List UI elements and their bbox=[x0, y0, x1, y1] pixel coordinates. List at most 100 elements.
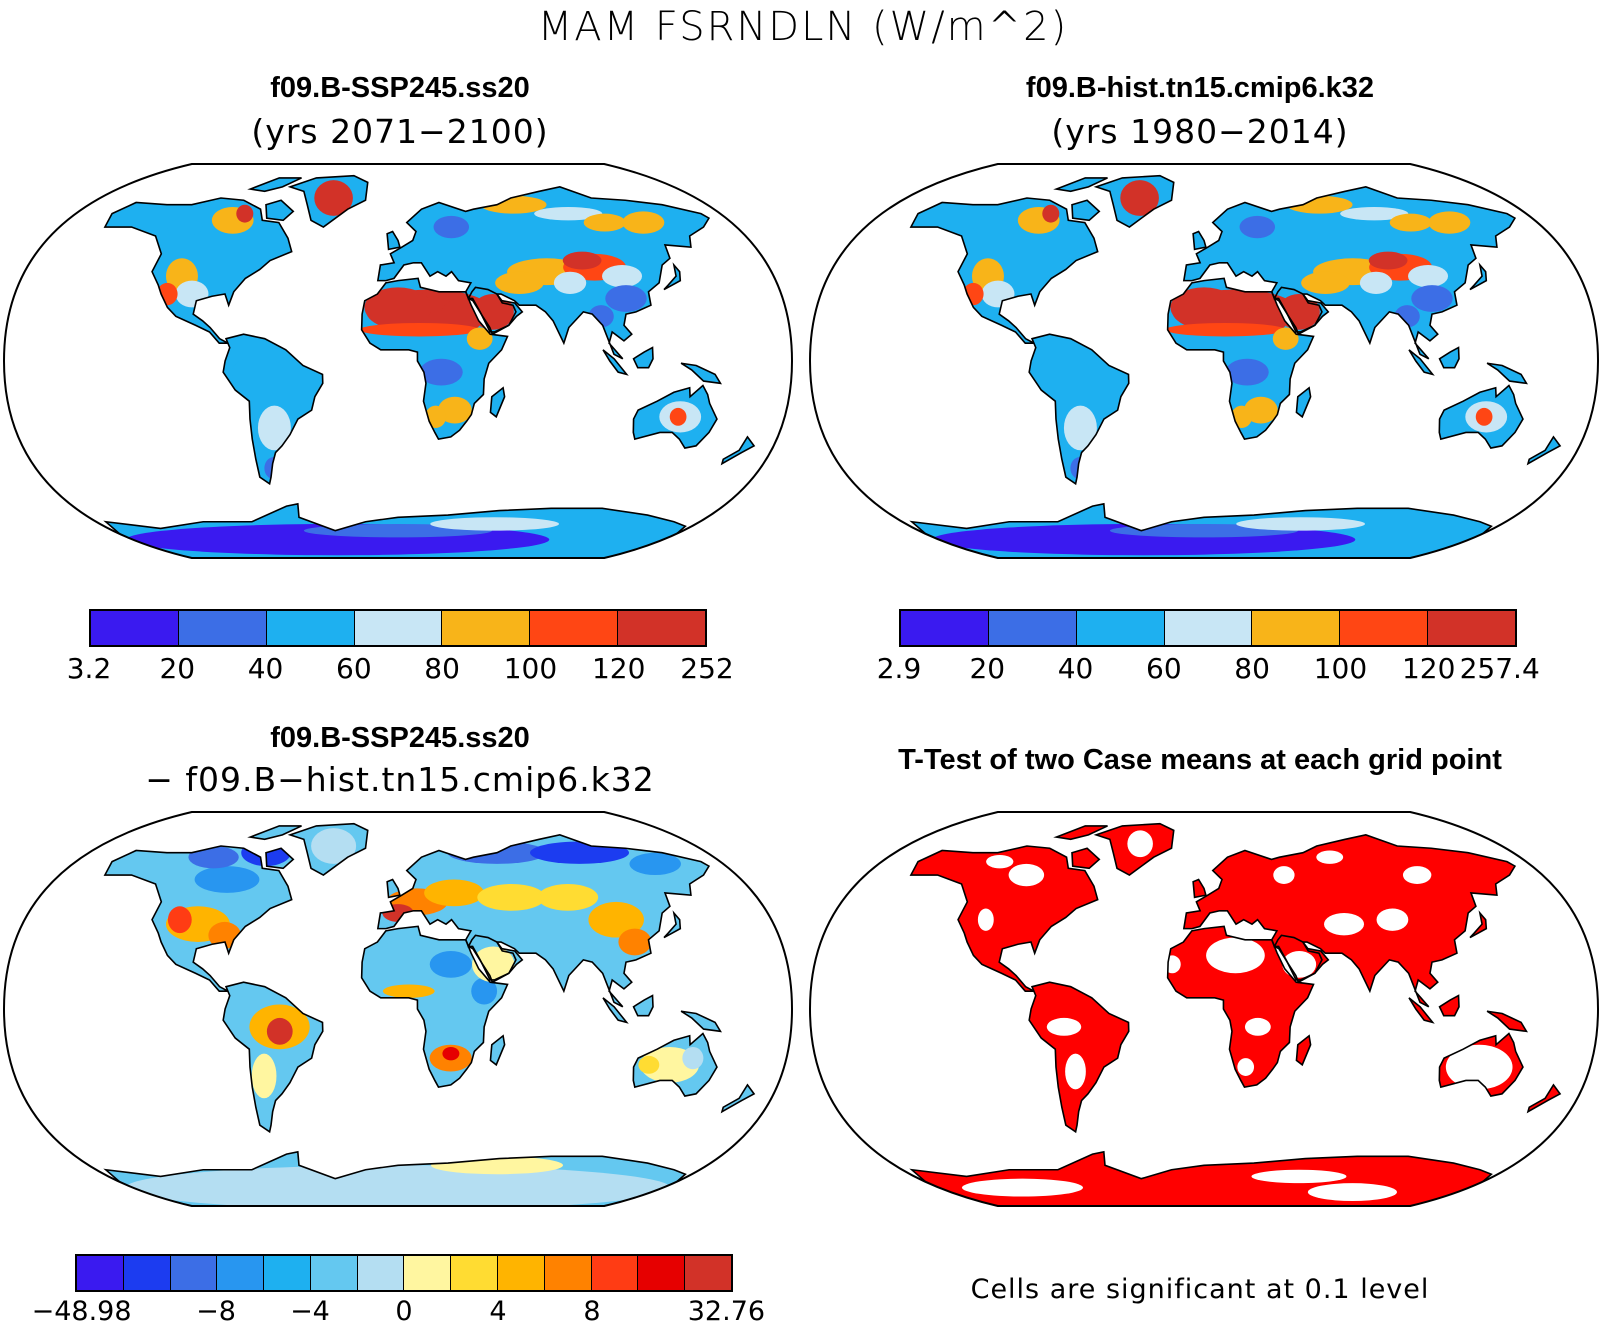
colorbar-cell bbox=[618, 611, 706, 645]
field-region bbox=[1402, 866, 1432, 884]
field-region bbox=[669, 407, 687, 426]
field-region bbox=[1324, 912, 1365, 936]
field-region bbox=[314, 180, 353, 216]
colorbar-label: 2.9 bbox=[876, 652, 922, 685]
field-region bbox=[1008, 863, 1045, 887]
field-region bbox=[1170, 287, 1238, 328]
field-region bbox=[256, 1098, 276, 1121]
field-region bbox=[231, 356, 284, 388]
coastline bbox=[1192, 230, 1207, 251]
colorbar-cell bbox=[1076, 611, 1165, 645]
field-region bbox=[1206, 937, 1265, 974]
map-frame bbox=[2, 811, 794, 1207]
colorbar-label: 80 bbox=[1234, 652, 1270, 685]
field-region bbox=[429, 950, 473, 978]
coastline bbox=[360, 277, 509, 441]
field-region bbox=[477, 883, 546, 911]
coastline bbox=[265, 199, 295, 222]
field-region bbox=[430, 1013, 474, 1041]
colorbar-cell bbox=[170, 1256, 218, 1290]
field-region bbox=[605, 285, 647, 312]
colorbar-panel-1 bbox=[89, 609, 707, 647]
colorbar-cell bbox=[404, 1256, 452, 1290]
coastlines bbox=[909, 822, 1562, 1206]
coastline bbox=[1166, 277, 1315, 441]
field-region bbox=[430, 517, 559, 531]
colorbar-label: 257.4 bbox=[1459, 652, 1540, 685]
colorbar-label: 20 bbox=[969, 652, 1006, 685]
coastline bbox=[909, 1150, 1493, 1206]
coastline bbox=[909, 845, 1099, 992]
colorbar-cell bbox=[1428, 611, 1516, 645]
colorbar-cell bbox=[91, 611, 179, 645]
panel-2-title: f09.B-hist.tn15.cmip6.k32 bbox=[1025, 72, 1375, 104]
field-region bbox=[438, 396, 472, 424]
field-region bbox=[364, 287, 432, 328]
field-region bbox=[638, 1055, 660, 1074]
coastline bbox=[1408, 349, 1435, 376]
panel-3-subtitle: − f09.B−hist.tn15.cmip6.k32 bbox=[145, 760, 655, 799]
coastline bbox=[222, 333, 324, 486]
colorbar-panel-3 bbox=[75, 1254, 733, 1292]
field-region bbox=[433, 215, 470, 239]
field-region bbox=[1225, 358, 1269, 386]
field-region bbox=[167, 218, 203, 236]
coastline bbox=[1438, 346, 1460, 369]
colorbar-label: 120 bbox=[1401, 652, 1456, 685]
field-region bbox=[167, 906, 192, 934]
field-region bbox=[531, 930, 574, 954]
field-region bbox=[266, 1017, 293, 1045]
figure-title: MAM FSRNDLN (W/m^2) bbox=[537, 4, 1069, 50]
colorbar-cell bbox=[685, 1256, 731, 1290]
coastlines bbox=[103, 822, 756, 1206]
colorbar-label: 4 bbox=[489, 1296, 507, 1327]
colorbar-cell bbox=[1252, 611, 1341, 645]
coastline bbox=[1295, 386, 1312, 419]
coastline bbox=[287, 822, 369, 876]
colorbar-label: 100 bbox=[503, 652, 558, 685]
colorbar-cell bbox=[1340, 611, 1429, 645]
coastline bbox=[1469, 262, 1488, 291]
field-region bbox=[1037, 356, 1090, 388]
panel-3-title: f09.B-SSP245.ss20 bbox=[270, 722, 530, 754]
colorbar-cell bbox=[638, 1256, 686, 1290]
field-region bbox=[251, 1053, 277, 1099]
coastline bbox=[222, 981, 324, 1134]
coastline bbox=[287, 174, 369, 228]
map-panel-1 bbox=[2, 163, 794, 559]
field-region bbox=[1376, 908, 1409, 931]
field-region bbox=[442, 1046, 460, 1061]
coastline bbox=[1486, 1010, 1528, 1033]
panel-2-subtitle: (yrs 1980−2014) bbox=[1051, 112, 1349, 151]
panel-1-title: f09.B-SSP245.ss20 bbox=[270, 72, 530, 104]
field-region bbox=[537, 883, 599, 911]
field-region bbox=[602, 264, 643, 288]
field-region bbox=[424, 879, 484, 907]
field-region bbox=[629, 852, 681, 876]
coastline bbox=[1071, 199, 1101, 222]
coastline bbox=[1469, 910, 1488, 939]
colorbar-cell bbox=[217, 1256, 265, 1290]
colorbar-cell bbox=[498, 1256, 545, 1290]
field-region bbox=[1445, 1044, 1513, 1090]
coastlines bbox=[909, 174, 1562, 558]
field-region bbox=[1273, 866, 1295, 884]
coastline bbox=[1028, 981, 1130, 1134]
field-region bbox=[359, 323, 480, 337]
field-region bbox=[1307, 1183, 1397, 1202]
coastline bbox=[1093, 174, 1175, 228]
field-region bbox=[1475, 407, 1493, 426]
colorbar-label: 60 bbox=[336, 652, 372, 685]
colorbar-cell bbox=[354, 611, 443, 645]
coastline bbox=[1408, 997, 1435, 1024]
colorbar-labels-panel-3: −48.98 −8 −4 0 4 8 32.76 bbox=[32, 1296, 765, 1327]
colorbar-label: −4 bbox=[290, 1296, 330, 1327]
field-region bbox=[986, 854, 1014, 869]
coastline bbox=[1438, 384, 1524, 449]
colorbar-cell bbox=[1164, 611, 1253, 645]
coastline bbox=[103, 1150, 687, 1206]
field-region bbox=[1042, 204, 1060, 223]
colorbar-cell bbox=[988, 611, 1077, 645]
coastline bbox=[909, 197, 1099, 344]
colorbar-label: 32.76 bbox=[687, 1296, 766, 1327]
